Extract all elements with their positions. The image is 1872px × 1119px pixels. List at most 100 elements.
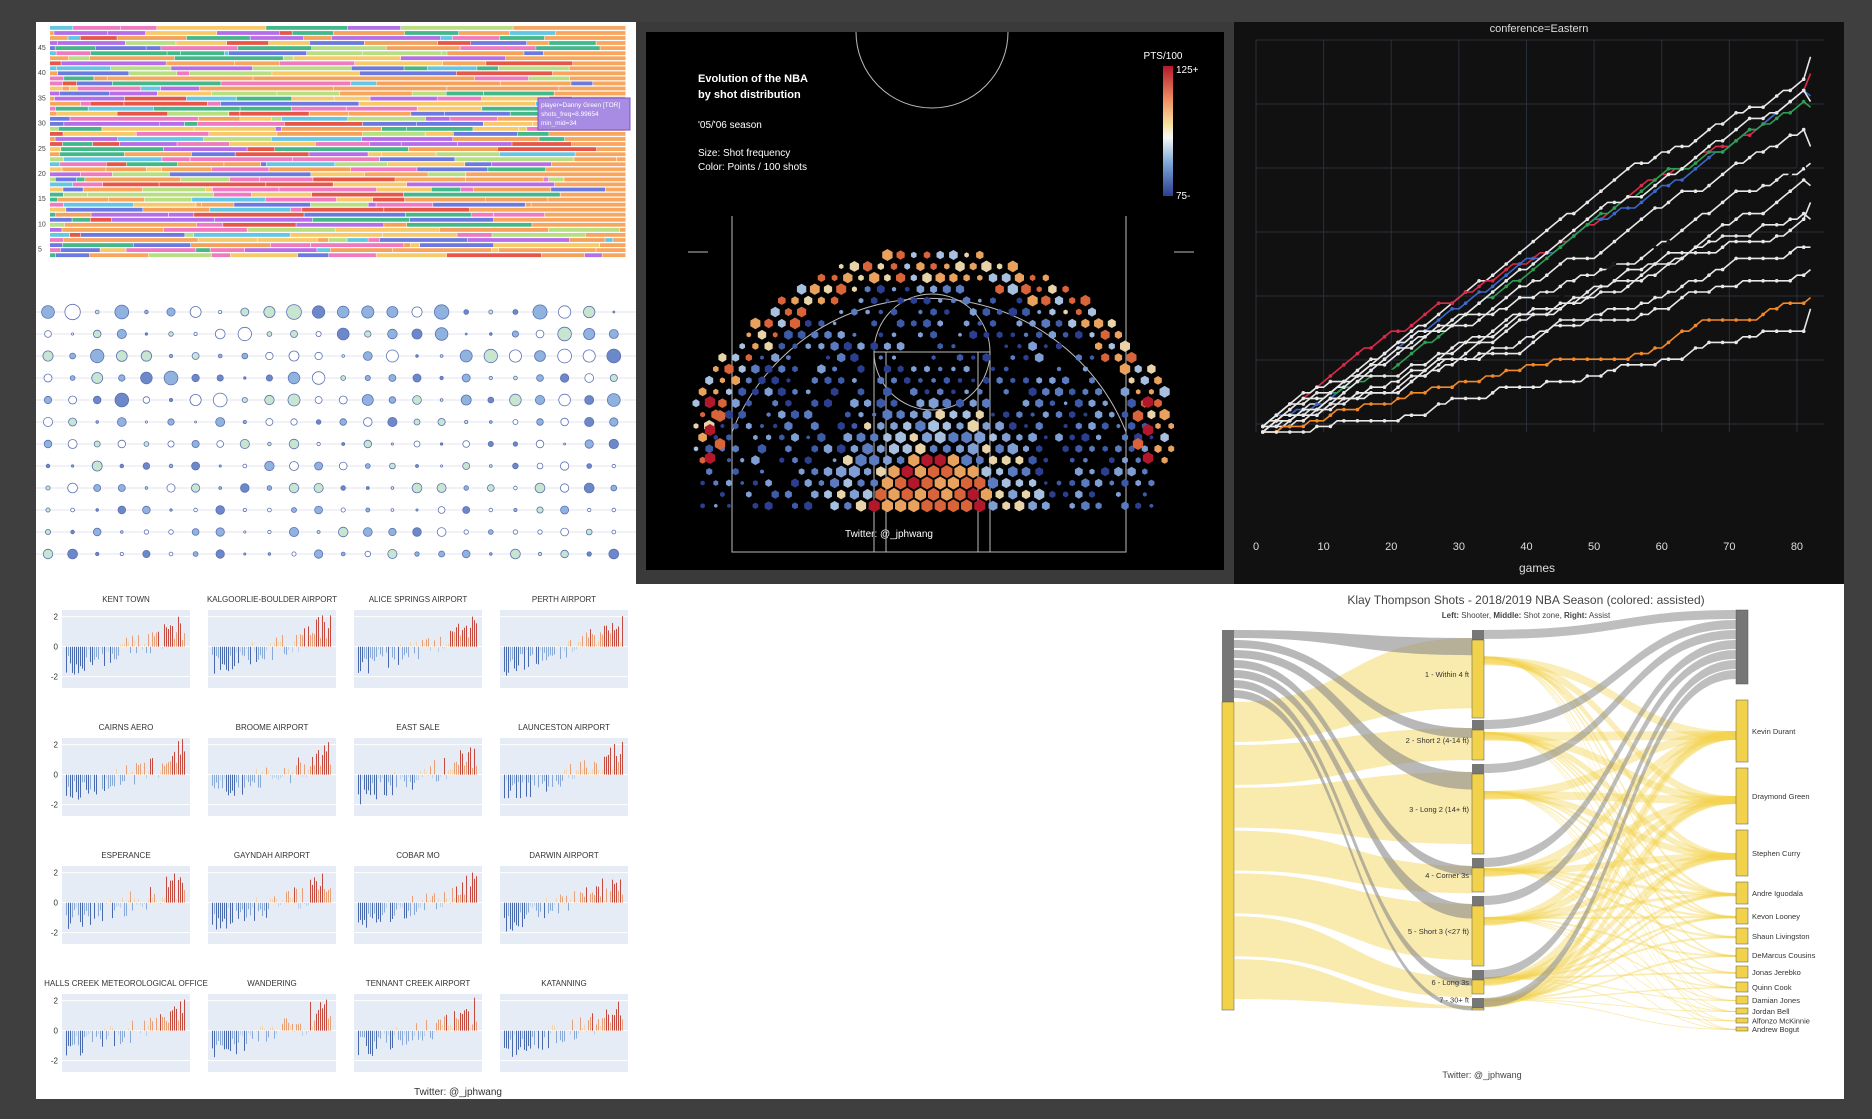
- bubble-point: [612, 310, 616, 314]
- station-bar: [322, 1008, 323, 1031]
- assist-node-none: [1735, 609, 1749, 685]
- series-point: [1720, 144, 1725, 149]
- stacked-bar-segment: [229, 111, 240, 116]
- series-point: [1531, 340, 1535, 345]
- station-bar: [556, 1030, 557, 1044]
- hex-cell: [937, 320, 943, 327]
- hex-cell: [1074, 467, 1083, 477]
- station-bar: [312, 1026, 313, 1031]
- series-point: [1328, 396, 1333, 401]
- bubble-point: [512, 419, 519, 425]
- bubble-point: [336, 327, 350, 341]
- hex-cell: [1043, 344, 1048, 349]
- series-point: [1585, 217, 1590, 221]
- station-bar: [442, 773, 443, 775]
- stacked-bar-segment: [551, 187, 606, 192]
- station-bar: [114, 774, 115, 787]
- series-point: [1666, 183, 1671, 188]
- hex-cell: [1075, 308, 1082, 316]
- stacked-bar-segment: [108, 197, 145, 202]
- station-bar: [330, 764, 331, 775]
- station-bar: [532, 902, 533, 908]
- bubble-point: [142, 549, 151, 558]
- hex-cell: [752, 342, 759, 350]
- station-bar: [160, 646, 161, 648]
- hex-cell: [718, 352, 727, 363]
- station-bar: [590, 1017, 591, 1031]
- stacked-bar-segment: [62, 243, 134, 247]
- hex-cell: [904, 286, 910, 292]
- series-point: [1585, 374, 1590, 378]
- stacked-bar-segment: [50, 228, 62, 232]
- zone-label: 2 - Short 2 (4-14 ft): [1406, 736, 1470, 745]
- station-bar: [268, 645, 269, 647]
- series-point: [1801, 301, 1806, 306]
- station-bar: [380, 774, 381, 783]
- series-point: [1342, 396, 1346, 401]
- stacked-bar-segment: [240, 116, 272, 121]
- series-point: [1301, 413, 1306, 418]
- series-line: [1262, 296, 1812, 433]
- stacked-bar-segment: [548, 228, 620, 232]
- hex-cell: [823, 466, 833, 477]
- hex-cell: [844, 501, 852, 510]
- station-bar: [142, 646, 143, 650]
- station-bar: [614, 883, 615, 903]
- station-bar: [524, 902, 525, 919]
- series-point: [1409, 340, 1414, 345]
- station-bar: [552, 646, 553, 656]
- hex-cell: [845, 411, 851, 418]
- station-bar: [104, 774, 105, 791]
- station-bar: [144, 643, 145, 647]
- stacked-bar-segment: [309, 152, 368, 157]
- series-point: [1490, 284, 1495, 289]
- hex-cell: [693, 423, 699, 429]
- series-point: [1396, 385, 1400, 390]
- series-point: [1490, 273, 1495, 277]
- station-title: ALICE SPRINGS AIRPORT: [369, 595, 468, 604]
- series-point: [1572, 290, 1576, 294]
- hex-cell: [804, 456, 812, 465]
- bubble-point: [287, 371, 301, 385]
- hex-cell: [869, 454, 880, 467]
- series-point: [1450, 346, 1454, 350]
- station-bar: [142, 1029, 143, 1031]
- bubble-point: [587, 507, 592, 513]
- station-bar: [296, 888, 297, 903]
- hex-cell: [851, 308, 858, 316]
- hex-cell: [1132, 438, 1144, 450]
- station-bar: [614, 630, 615, 647]
- stacked-bar-segment: [446, 91, 484, 96]
- station-bar: [596, 763, 597, 775]
- bubble-point: [363, 439, 372, 449]
- station-bar: [576, 646, 577, 650]
- station-bar: [596, 1024, 597, 1031]
- station-bar: [150, 887, 151, 903]
- series-point: [1734, 256, 1738, 261]
- station-bar: [592, 769, 593, 775]
- bubble-point: [43, 417, 53, 428]
- series-point: [1315, 385, 1319, 390]
- stacked-bar-segment: [335, 228, 440, 232]
- series-point: [1653, 346, 1657, 350]
- stacked-bar-segment: [427, 66, 477, 71]
- hex-cell: [961, 431, 972, 444]
- station-bar: [144, 762, 145, 775]
- series-point: [1653, 273, 1657, 277]
- stacked-bar-segment: [492, 233, 586, 237]
- stacked-bar-segment: [54, 96, 125, 101]
- station-bar: [82, 646, 83, 669]
- station-bar: [586, 887, 587, 903]
- stacked-bar-segment: [513, 26, 626, 30]
- stacked-bar-segment: [50, 51, 56, 56]
- stacked-bar-segment: [554, 91, 626, 96]
- station-bar: [562, 646, 563, 649]
- bubble-point: [267, 441, 272, 447]
- stacked-y-tick: 30: [38, 121, 46, 128]
- bubble-point: [240, 307, 250, 317]
- station-bar: [450, 1024, 451, 1031]
- hex-cell: [878, 332, 884, 338]
- hex-cell: [713, 388, 719, 395]
- hex-cell: [1048, 284, 1057, 294]
- series-point: [1720, 223, 1725, 227]
